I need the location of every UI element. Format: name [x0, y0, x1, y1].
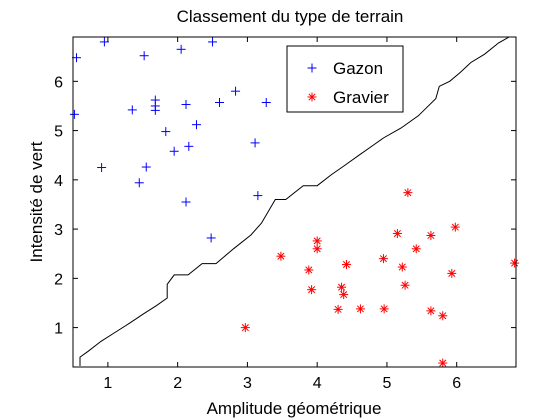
x-tick-label: 4 [313, 375, 322, 392]
y-tick-label: 6 [54, 74, 63, 91]
data-point-gravier-7 [341, 260, 351, 270]
data-point-gazon-24 [206, 233, 216, 243]
data-point-gravier-20 [400, 280, 410, 290]
y-axis-title: Intensité de vert [27, 141, 46, 262]
x-tick-label: 5 [382, 375, 391, 392]
data-point-gravier-8 [378, 254, 388, 264]
data-point-gazon-10 [181, 99, 191, 109]
data-point-gazon-2 [139, 51, 149, 61]
legend-label-gazon: Gazon [333, 59, 383, 78]
data-point-gravier-6 [312, 244, 322, 254]
legend-marker-gravier [307, 92, 317, 102]
legend-box [286, 45, 404, 113]
data-point-gravier-1 [450, 222, 460, 232]
data-point-gravier-17 [333, 304, 343, 314]
legend-symbol-gravier [307, 92, 317, 102]
data-point-gazon-23 [181, 197, 191, 207]
x-axis-title: Amplitude géométrique [207, 399, 382, 418]
data-point-gravier-10 [411, 244, 421, 254]
data-point-gazon-5 [69, 109, 79, 119]
data-point-gravier-3 [392, 229, 402, 239]
data-point-gazon-15 [191, 120, 201, 130]
data-point-gazon-18 [169, 146, 179, 156]
data-point-gravier-13 [510, 258, 520, 268]
data-point-gravier-19 [379, 304, 389, 314]
axis-ticks: 1 2 3 4 5 6 1 2 3 4 5 6 [54, 37, 516, 392]
series-gravier [240, 188, 520, 368]
chart-title: Classement du type de terrain [177, 7, 404, 26]
legend-symbol-gazon [307, 63, 317, 73]
x-tick-label: 6 [452, 375, 461, 392]
data-point-gravier-4 [426, 230, 436, 240]
x-tick-label: 3 [243, 375, 252, 392]
data-point-gazon-19 [184, 141, 194, 151]
data-point-gazon-6 [127, 105, 137, 115]
data-point-gravier-12 [447, 268, 457, 278]
y-tick-label: 3 [54, 222, 63, 239]
data-point-gravier-22 [438, 311, 448, 321]
data-point-gazon-14 [161, 127, 171, 137]
data-point-gazon-21 [250, 138, 260, 148]
decision-boundary [79, 36, 510, 366]
data-point-gazon-3 [176, 44, 186, 54]
data-layer [69, 36, 520, 368]
data-point-gazon-12 [231, 86, 241, 96]
x-tick-label: 1 [103, 375, 112, 392]
legend: Gazon Gravier [286, 45, 404, 113]
plot-frame [72, 36, 517, 368]
data-point-gazon-13 [261, 98, 271, 108]
x-tick-label: 2 [173, 375, 182, 392]
data-point-gravier-14 [307, 285, 317, 295]
data-point-gazon-9 [150, 105, 160, 115]
data-point-gravier-2 [312, 236, 322, 246]
data-point-gravier-15 [337, 282, 347, 292]
data-point-gazon-11 [215, 98, 225, 108]
data-point-gazon-16 [97, 163, 107, 173]
data-point-gazon-20 [134, 178, 144, 188]
data-point-gravier-16 [339, 290, 349, 300]
y-tick-label: 4 [54, 173, 63, 190]
y-tick-label: 2 [54, 271, 63, 288]
y-tick-label: 1 [54, 321, 63, 338]
data-point-gravier-23 [240, 323, 250, 333]
y-tick-label: 5 [54, 124, 63, 141]
legend-marker-gazon [307, 63, 317, 73]
legend-label-gravier: Gravier [333, 88, 389, 107]
data-point-gazon-4 [208, 37, 218, 47]
data-point-gravier-9 [397, 262, 407, 272]
series-gazon [69, 37, 271, 243]
data-point-gravier-24 [438, 358, 448, 368]
data-point-gravier-11 [304, 265, 314, 275]
data-point-gravier-21 [426, 306, 436, 316]
data-point-gravier-0 [403, 188, 413, 198]
data-point-gravier-5 [276, 251, 286, 261]
data-point-gazon-17 [141, 162, 151, 172]
data-point-gravier-18 [355, 304, 365, 314]
data-point-gazon-22 [253, 191, 263, 201]
